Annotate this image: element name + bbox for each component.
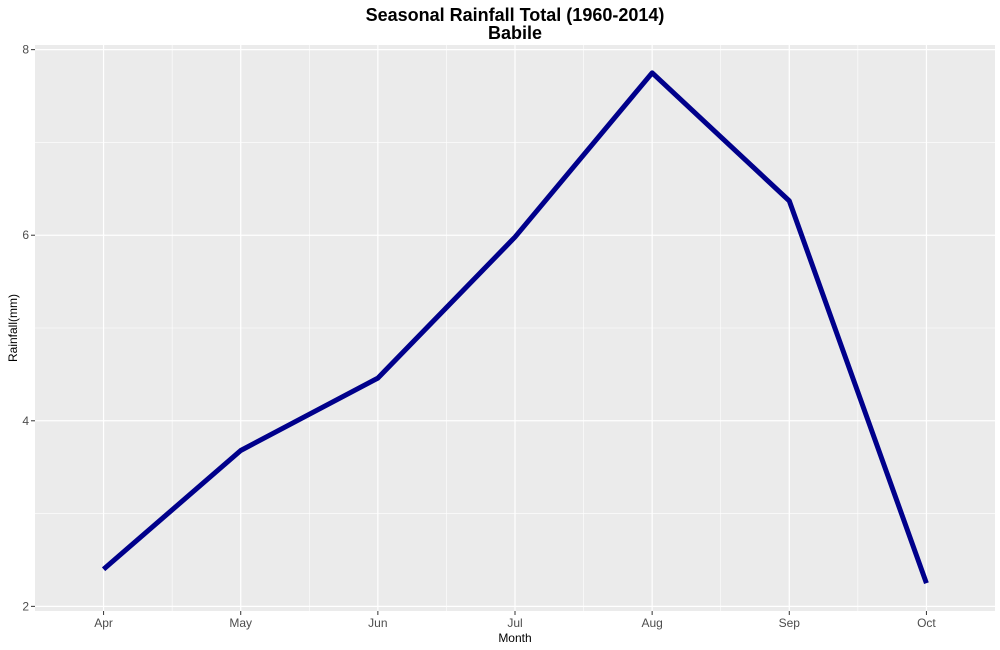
x-axis-title: Month — [498, 631, 531, 645]
axes-layer: 2 4 6 8 Apr May Jun Jul Aug Sep Oct — [22, 43, 936, 630]
rainfall-line — [101, 70, 929, 585]
series-layer — [101, 70, 929, 585]
y-tick-label: 4 — [22, 414, 29, 428]
x-tick-label: Jun — [368, 616, 387, 630]
x-tick-label: May — [229, 616, 252, 630]
x-tick-label: Oct — [917, 616, 936, 630]
y-axis-title: Rainfall(mm) — [6, 294, 20, 362]
y-tick-label: 2 — [22, 599, 29, 613]
major-gridlines — [35, 45, 995, 611]
x-tick-label: Jul — [507, 616, 522, 630]
chart-subtitle: Babile — [487, 23, 543, 43]
y-tick-label: 8 — [22, 43, 29, 57]
y-tick-label: 6 — [22, 228, 29, 242]
x-tick-label: Sep — [779, 616, 801, 630]
chart-title: Seasonal Rainfall Total (1960-2014) — [365, 5, 665, 25]
x-tick-label: Aug — [641, 616, 662, 630]
x-tick-label: Apr — [94, 616, 113, 630]
